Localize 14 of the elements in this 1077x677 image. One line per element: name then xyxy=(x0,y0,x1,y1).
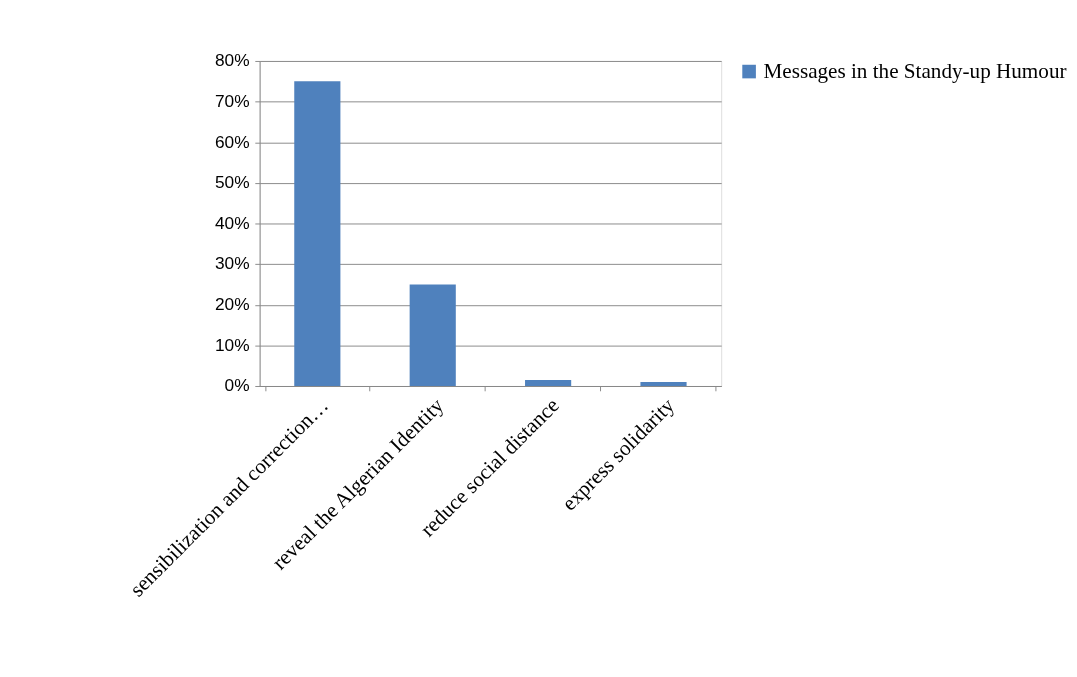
y-tick-label: 10% xyxy=(214,334,250,355)
bar xyxy=(640,381,687,387)
y-tick-label: 50% xyxy=(214,172,250,193)
y-tick-label: 0% xyxy=(224,375,250,396)
y-tick-label: 20% xyxy=(214,294,250,315)
bar xyxy=(294,81,341,387)
y-tick-label: 60% xyxy=(214,131,250,152)
y-tick-label: 80% xyxy=(214,50,250,71)
y-tick-label: 40% xyxy=(214,212,250,233)
legend-label: Messages in the Standy-up Humour xyxy=(763,59,1067,84)
bar xyxy=(409,284,456,387)
y-tick-label: 70% xyxy=(214,90,250,111)
bar xyxy=(525,379,572,387)
y-tick-label: 30% xyxy=(214,253,250,274)
